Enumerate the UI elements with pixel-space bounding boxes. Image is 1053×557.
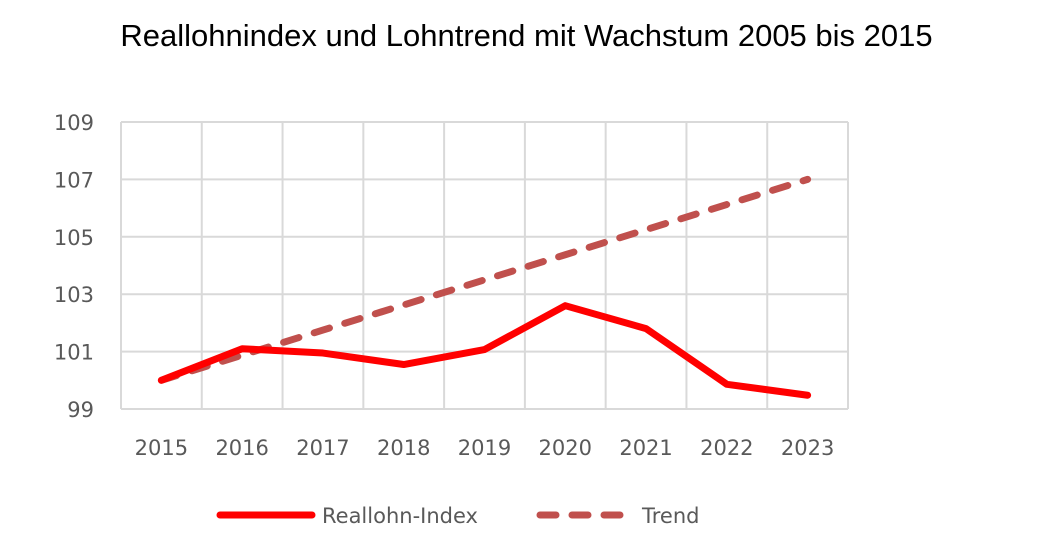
chart-title: Reallohnindex und Lohntrend mit Wachstum… <box>120 18 933 53</box>
x-tick-label: 2020 <box>539 436 592 460</box>
x-tick-label: 2021 <box>619 436 672 460</box>
y-tick-label: 109 <box>54 111 94 135</box>
y-tick-label: 107 <box>54 168 94 192</box>
legend-label-trend: Trend <box>641 504 699 528</box>
y-tick-label: 99 <box>67 398 94 422</box>
x-tick-label: 2018 <box>377 436 430 460</box>
y-tick-label: 101 <box>54 341 94 365</box>
x-tick-label: 2019 <box>458 436 511 460</box>
x-tick-label: 2017 <box>296 436 349 460</box>
y-tick-label: 105 <box>54 226 94 250</box>
x-tick-label: 2023 <box>781 436 834 460</box>
x-tick-label: 2022 <box>700 436 753 460</box>
legend-label-reallohn: Reallohn-Index <box>322 504 478 528</box>
x-tick-label: 2016 <box>215 436 268 460</box>
x-tick-label: 2015 <box>135 436 188 460</box>
y-tick-label: 103 <box>54 283 94 307</box>
series-line-reallohn-index <box>157 302 812 399</box>
